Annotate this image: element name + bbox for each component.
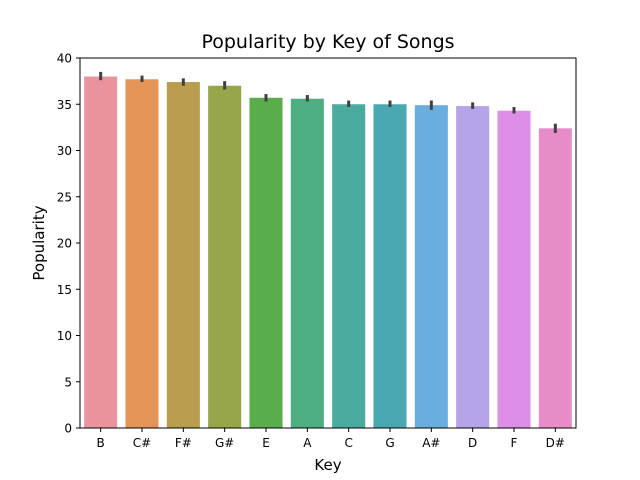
y-tick-label-5: 5	[64, 375, 72, 389]
x-tick-label-F#: F#	[175, 436, 192, 450]
y-tick-label-15: 15	[57, 283, 72, 297]
x-axis: B C# F# G# E A C G A# D F D#	[97, 428, 565, 450]
y-tick-label-30: 30	[57, 144, 72, 158]
x-axis-label: Key	[314, 456, 341, 474]
x-tick-label-A#: A#	[422, 436, 440, 450]
y-tick-label-10: 10	[57, 329, 72, 343]
y-tick-label-20: 20	[57, 237, 72, 251]
bar-F#	[166, 82, 200, 429]
x-tick-label-G#: G#	[215, 436, 234, 450]
x-tick-label-F: F	[511, 436, 518, 450]
x-tick-label-C#: C#	[133, 436, 151, 450]
x-tick-label-G: G	[385, 436, 394, 450]
y-axis: 0 5 10 15 20 25 30 35 40	[57, 52, 80, 436]
bar-F	[497, 110, 531, 428]
x-tick-label-B: B	[97, 436, 105, 450]
bar-D	[456, 106, 490, 428]
bar-G	[373, 104, 407, 428]
bar-C#	[125, 79, 159, 429]
y-tick-label-0: 0	[64, 422, 72, 436]
x-tick-label-C: C	[344, 436, 352, 450]
bars-layer	[84, 76, 572, 429]
y-tick-label-35: 35	[57, 98, 72, 112]
x-tick-label-E: E	[262, 436, 270, 450]
bar-A	[290, 98, 324, 428]
y-tick-label-40: 40	[57, 52, 72, 66]
y-axis-label: Popularity	[30, 205, 48, 280]
chart-title: Popularity by Key of Songs	[201, 31, 454, 53]
bar-D#	[538, 128, 572, 429]
x-tick-label-D: D	[468, 436, 477, 450]
bar-E	[249, 97, 283, 429]
bar-C	[332, 104, 366, 428]
bar-B	[84, 76, 118, 428]
x-tick-label-D#: D#	[546, 436, 565, 450]
error-bars-layer	[99, 71, 557, 133]
bar-A#	[414, 105, 448, 429]
y-tick-label-25: 25	[57, 190, 72, 204]
x-tick-label-A: A	[303, 436, 312, 450]
bar-G#	[208, 85, 242, 428]
